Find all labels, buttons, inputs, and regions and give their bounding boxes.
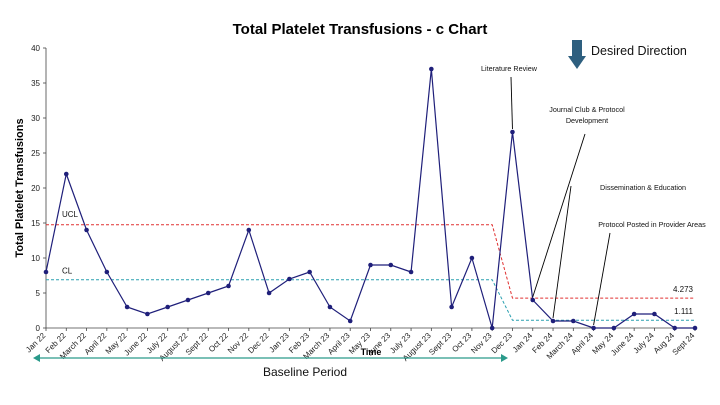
cl-label: CL — [62, 267, 73, 276]
data-point — [530, 297, 536, 303]
data-point — [449, 304, 454, 310]
data-point — [510, 129, 515, 135]
data-point — [611, 325, 617, 331]
x-tick-label: Sept 23 — [427, 331, 453, 357]
ucl-post-label: 4.273 — [673, 285, 694, 294]
data-point — [672, 325, 678, 331]
y-axis-title: Total Platelet Transfusions — [14, 118, 26, 257]
data-point — [287, 276, 292, 282]
data-point — [43, 269, 49, 275]
data-point — [347, 318, 353, 324]
data-point — [469, 255, 475, 261]
data-point — [692, 325, 698, 331]
cl-post-label: 1.111 — [674, 307, 693, 316]
x-tick-label: April 22 — [83, 331, 109, 357]
data-point — [408, 269, 414, 275]
annotation-label: Literature Review — [481, 64, 538, 73]
data-point — [307, 269, 312, 275]
x-tick-label: Dec 23 — [490, 331, 515, 356]
y-tick-label: 20 — [31, 184, 40, 193]
x-tick-label: April 24 — [569, 331, 595, 357]
y-tick-label: 5 — [36, 289, 41, 298]
data-point — [429, 66, 434, 72]
baseline-arrow-left — [33, 354, 40, 362]
data-point — [489, 325, 495, 331]
data-point — [571, 318, 576, 324]
x-tick-label: Dec 22 — [246, 331, 271, 356]
annotation-leader-line — [593, 232, 611, 326]
data-point — [226, 283, 231, 289]
x-axis-title: Time — [361, 347, 382, 357]
data-point — [145, 311, 150, 317]
data-point — [327, 304, 333, 310]
data-point — [388, 262, 394, 268]
x-tick-label: Sept 24 — [671, 331, 697, 357]
data-point — [652, 311, 657, 317]
desired-direction-label: Desired Direction — [591, 44, 687, 58]
annotation-label: Protocol Posted in Provider Areas — [598, 220, 706, 229]
y-tick-label: 15 — [31, 219, 40, 228]
chart-title: Total Platelet Transfusions - c Chart — [233, 21, 488, 38]
ucl-label: UCL — [62, 210, 79, 219]
desired-direction-arrow-shaft — [572, 40, 582, 56]
data-point — [124, 304, 130, 310]
y-tick-label: 40 — [31, 44, 40, 53]
x-tick-label: Nov 23 — [469, 331, 494, 356]
ucl-line — [46, 224, 695, 299]
x-tick-label: Jan 24 — [511, 331, 535, 355]
y-tick-label: 25 — [31, 149, 40, 158]
data-point — [185, 297, 191, 303]
data-point — [104, 269, 110, 275]
data-point — [205, 290, 211, 296]
baseline-arrow-right — [501, 354, 508, 362]
annotation-leader-line — [552, 185, 572, 319]
x-tick-label: Nov 22 — [226, 331, 251, 356]
x-tick-label: June 22 — [122, 331, 149, 358]
data-point — [165, 304, 170, 310]
desired-direction-arrow-head — [568, 56, 586, 69]
data-point — [631, 311, 637, 317]
x-tick-label: April 23 — [326, 331, 352, 357]
data-point — [550, 318, 556, 324]
baseline-period-label: Baseline Period — [263, 365, 347, 379]
annotation-label: Journal Club & Protocol — [549, 105, 625, 114]
y-tick-label: 10 — [31, 254, 40, 263]
x-tick-label: Sept 22 — [184, 331, 210, 357]
cl-line — [46, 279, 695, 321]
x-tick-label: Jan 22 — [24, 331, 48, 355]
data-point — [591, 325, 596, 331]
data-point — [84, 227, 89, 233]
x-tick-label: Jan 23 — [267, 331, 291, 355]
annotation-label: Dissemination & Education — [600, 183, 686, 192]
data-point — [368, 262, 373, 268]
data-point — [266, 290, 272, 296]
data-point — [246, 227, 252, 233]
y-tick-label: 30 — [31, 114, 40, 123]
annotation-leader-line — [510, 76, 513, 130]
x-tick-label: June 24 — [609, 331, 636, 358]
annotation-label: Development — [566, 116, 608, 125]
annotation-leader-line — [532, 133, 586, 298]
x-tick-label: July 24 — [632, 331, 657, 356]
y-tick-label: 35 — [31, 79, 40, 88]
y-tick-label: 0 — [36, 324, 41, 333]
data-point — [63, 171, 69, 177]
